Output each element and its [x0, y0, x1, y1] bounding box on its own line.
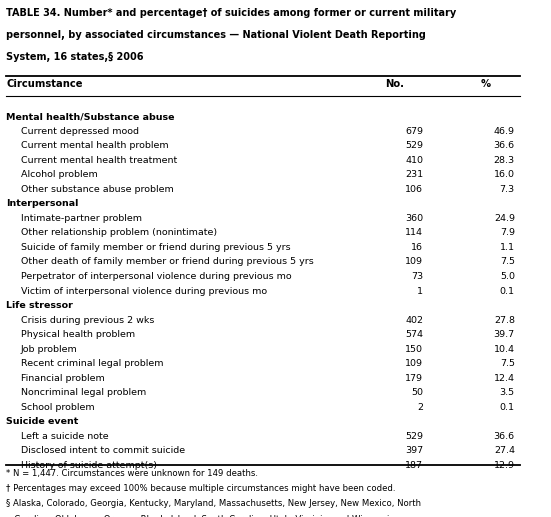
Text: 114: 114	[406, 229, 423, 237]
Text: 3.5: 3.5	[500, 388, 515, 398]
Text: 179: 179	[406, 374, 423, 383]
Text: Circumstance: Circumstance	[6, 79, 83, 89]
Text: Suicide event: Suicide event	[6, 417, 79, 427]
Text: Alcohol problem: Alcohol problem	[21, 170, 98, 179]
Text: Current depressed mood: Current depressed mood	[21, 127, 139, 135]
Text: Interpersonal: Interpersonal	[6, 200, 79, 208]
Text: School problem: School problem	[21, 403, 95, 412]
Text: § Alaska, Colorado, Georgia, Kentucky, Maryland, Massachusetts, New Jersey, New : § Alaska, Colorado, Georgia, Kentucky, M…	[6, 499, 422, 509]
Text: Suicide of family member or friend during previous 5 yrs: Suicide of family member or friend durin…	[21, 243, 290, 252]
Text: Victim of interpersonal violence during previous mo: Victim of interpersonal violence during …	[21, 286, 267, 296]
Text: Job problem: Job problem	[21, 345, 78, 354]
Text: 402: 402	[406, 315, 423, 325]
Text: Current mental health problem: Current mental health problem	[21, 141, 169, 150]
Text: 16.0: 16.0	[494, 170, 515, 179]
Text: 0.1: 0.1	[500, 403, 515, 412]
Text: 39.7: 39.7	[494, 330, 515, 339]
Text: Crisis during previous 2 wks: Crisis during previous 2 wks	[21, 315, 154, 325]
Text: 0.1: 0.1	[500, 286, 515, 296]
Text: Noncriminal legal problem: Noncriminal legal problem	[21, 388, 146, 398]
Text: Disclosed intent to commit suicide: Disclosed intent to commit suicide	[21, 447, 185, 455]
Text: Perpetrator of interpersonal violence during previous mo: Perpetrator of interpersonal violence du…	[21, 272, 291, 281]
Text: 187: 187	[406, 461, 423, 470]
Text: History of suicide attempt(s): History of suicide attempt(s)	[21, 461, 157, 470]
Text: Carolina, Oklahoma, Oregon, Rhode Island, South Carolina, Utah, Virginia, and Wi: Carolina, Oklahoma, Oregon, Rhode Island…	[6, 515, 398, 517]
Text: Recent criminal legal problem: Recent criminal legal problem	[21, 359, 164, 368]
Text: Left a suicide note: Left a suicide note	[21, 432, 109, 441]
Text: 574: 574	[406, 330, 423, 339]
Text: Other death of family member or friend during previous 5 yrs: Other death of family member or friend d…	[21, 257, 314, 266]
Text: † Percentages may exceed 100% because multiple circumstances might have been cod: † Percentages may exceed 100% because mu…	[6, 484, 396, 493]
Text: 1: 1	[417, 286, 423, 296]
Text: System, 16 states,§ 2006: System, 16 states,§ 2006	[6, 52, 144, 62]
Text: personnel, by associated circumstances — National Violent Death Reporting: personnel, by associated circumstances —…	[6, 30, 426, 40]
Text: 150: 150	[406, 345, 423, 354]
Text: 106: 106	[406, 185, 423, 194]
Text: 1.1: 1.1	[500, 243, 515, 252]
Text: 10.4: 10.4	[494, 345, 515, 354]
Text: * N = 1,447. Circumstances were unknown for 149 deaths.: * N = 1,447. Circumstances were unknown …	[6, 468, 258, 478]
Text: 12.9: 12.9	[494, 461, 515, 470]
Text: 24.9: 24.9	[494, 214, 515, 223]
Text: Mental health/Substance abuse: Mental health/Substance abuse	[6, 112, 175, 121]
Text: 12.4: 12.4	[494, 374, 515, 383]
Text: 27.8: 27.8	[494, 315, 515, 325]
Text: Intimate-partner problem: Intimate-partner problem	[21, 214, 142, 223]
Text: 397: 397	[405, 447, 423, 455]
Text: 27.4: 27.4	[494, 447, 515, 455]
Text: 679: 679	[406, 127, 423, 135]
Text: 36.6: 36.6	[494, 432, 515, 441]
Text: Financial problem: Financial problem	[21, 374, 105, 383]
Text: %: %	[481, 79, 491, 89]
Text: 36.6: 36.6	[494, 141, 515, 150]
Text: 2: 2	[417, 403, 423, 412]
Text: 7.3: 7.3	[500, 185, 515, 194]
Text: Other relationship problem (nonintimate): Other relationship problem (nonintimate)	[21, 229, 217, 237]
Text: 529: 529	[406, 141, 423, 150]
Text: 109: 109	[406, 359, 423, 368]
Text: 7.5: 7.5	[500, 359, 515, 368]
Text: No.: No.	[385, 79, 404, 89]
Text: 5.0: 5.0	[500, 272, 515, 281]
Text: 7.5: 7.5	[500, 257, 515, 266]
Text: Current mental health treatment: Current mental health treatment	[21, 156, 177, 165]
Text: Other substance abuse problem: Other substance abuse problem	[21, 185, 174, 194]
Text: 16: 16	[412, 243, 423, 252]
Text: 28.3: 28.3	[494, 156, 515, 165]
Text: 109: 109	[406, 257, 423, 266]
Text: Life stressor: Life stressor	[6, 301, 73, 310]
Text: 360: 360	[405, 214, 423, 223]
Text: 231: 231	[405, 170, 423, 179]
Text: 73: 73	[411, 272, 423, 281]
Text: Physical health problem: Physical health problem	[21, 330, 135, 339]
Text: 410: 410	[406, 156, 423, 165]
Text: 7.9: 7.9	[500, 229, 515, 237]
Text: 50: 50	[412, 388, 423, 398]
Text: 46.9: 46.9	[494, 127, 515, 135]
Text: TABLE 34. Number* and percentage† of suicides among former or current military: TABLE 34. Number* and percentage† of sui…	[6, 8, 457, 18]
Text: 529: 529	[406, 432, 423, 441]
